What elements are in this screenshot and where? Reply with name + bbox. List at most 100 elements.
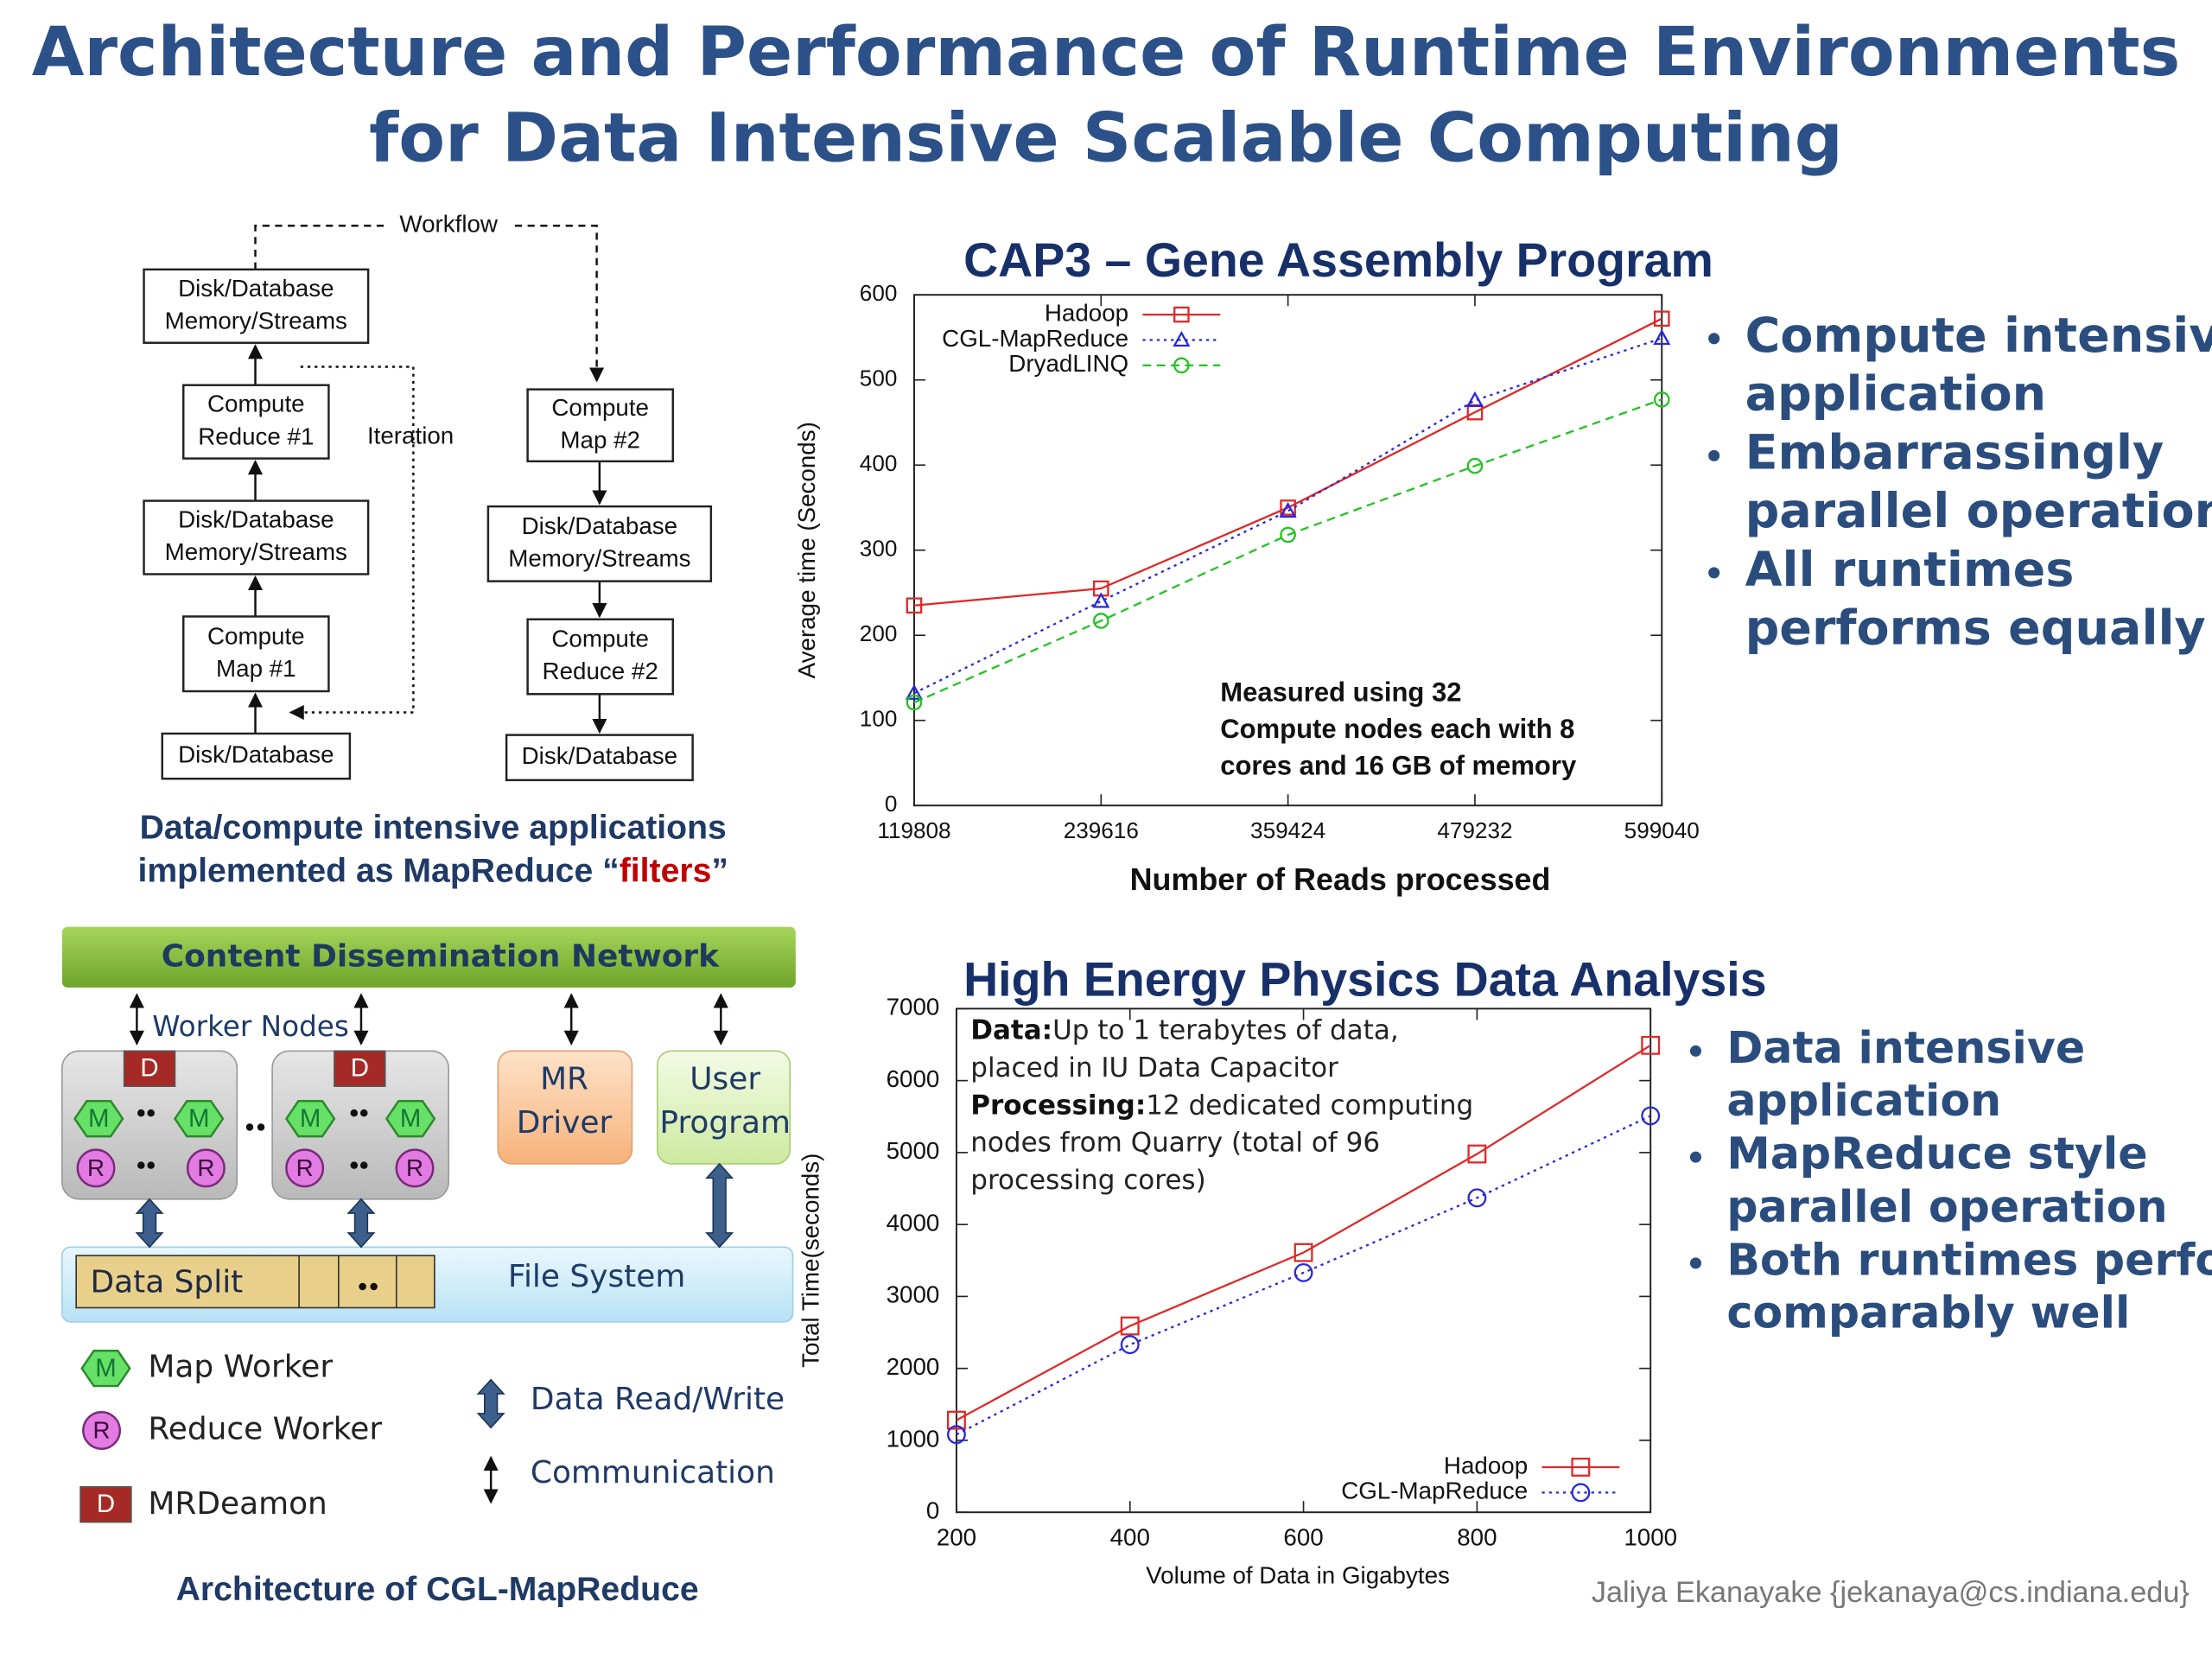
y-axis-label: Total Time(seconds) bbox=[798, 1154, 824, 1368]
annotation: Compute nodes each with 8 bbox=[1220, 714, 1574, 744]
y-tick-label: 5000 bbox=[887, 1137, 940, 1164]
map-worker-letter: M bbox=[400, 1104, 421, 1133]
series-line bbox=[913, 317, 1662, 607]
workflow-box-label: Memory/Streams bbox=[508, 544, 690, 571]
bullet-dot bbox=[1689, 1045, 1701, 1057]
y-tick-label: 600 bbox=[860, 280, 898, 306]
x-axis-label: Volume of Data in Gigabytes bbox=[1146, 1562, 1450, 1589]
reduce-worker-letter: R bbox=[87, 1154, 105, 1181]
dot bbox=[359, 1282, 366, 1291]
map-worker-letter: M bbox=[88, 1104, 109, 1133]
workflow-box-label: Map #1 bbox=[216, 655, 296, 682]
y-tick-label: 3000 bbox=[887, 1281, 940, 1308]
bullet-text: Embarrassingly bbox=[1745, 424, 2164, 480]
dot bbox=[359, 1161, 368, 1169]
annotation-text: processing cores) bbox=[970, 1165, 1205, 1196]
read-write-arrow bbox=[135, 1198, 164, 1249]
map-worker-icon bbox=[73, 1100, 124, 1138]
user-program-box bbox=[657, 1050, 791, 1165]
annotation-text: Up to 1 terabytes of data, bbox=[1052, 1014, 1399, 1046]
point bbox=[1465, 391, 1484, 408]
x-tick-label: 479232 bbox=[1437, 817, 1512, 843]
reduce-worker-icon bbox=[186, 1148, 226, 1188]
bullet-text: comparably well bbox=[1726, 1287, 2130, 1338]
y-tick-label: 0 bbox=[926, 1497, 939, 1524]
dot bbox=[245, 1123, 254, 1131]
series-line bbox=[956, 1044, 1651, 1421]
legend-label: Hadoop bbox=[1045, 299, 1128, 326]
bullet-dot bbox=[1689, 1257, 1701, 1269]
network-bar bbox=[61, 926, 796, 988]
point bbox=[1294, 1262, 1313, 1282]
y-tick-label: 100 bbox=[860, 706, 898, 732]
map-worker-icon bbox=[80, 1350, 131, 1388]
workflow-line bbox=[254, 225, 385, 270]
workflow-box-label: Memory/Streams bbox=[165, 538, 347, 565]
point bbox=[1653, 391, 1670, 408]
footer: Jaliya Ekanayake {jekanaya@cs.indiana.ed… bbox=[1592, 1576, 2190, 1609]
workflow-box bbox=[505, 734, 694, 782]
point bbox=[947, 1410, 966, 1430]
reduce-worker-icon bbox=[76, 1148, 116, 1188]
y-tick-label: 300 bbox=[860, 536, 898, 562]
workflow-line bbox=[514, 225, 605, 383]
bullet-dot bbox=[1689, 1151, 1701, 1163]
y-tick-label: 7000 bbox=[887, 994, 940, 1020]
data-split-box bbox=[75, 1255, 435, 1309]
y-tick-label: 2000 bbox=[887, 1353, 940, 1380]
point bbox=[1466, 457, 1484, 474]
workflow-connectors bbox=[247, 225, 607, 734]
annotation: Measured using 32 bbox=[1220, 677, 1461, 707]
map-worker-letter: M bbox=[300, 1104, 321, 1133]
workflow-box bbox=[182, 384, 330, 460]
workflow-box-label: Compute bbox=[207, 622, 305, 649]
point bbox=[1641, 1035, 1661, 1055]
x-tick-label: 800 bbox=[1457, 1524, 1497, 1551]
workflow-box-label: Compute bbox=[551, 394, 649, 421]
daemon-icon bbox=[79, 1486, 132, 1523]
x-tick-label: 359424 bbox=[1250, 817, 1325, 843]
daemon-icon bbox=[334, 1050, 386, 1087]
dot bbox=[359, 1109, 368, 1117]
annotation-label: Processing: bbox=[970, 1090, 1146, 1121]
legend-label: CGL-MapReduce bbox=[942, 325, 1128, 352]
annotation: nodes from Quarry (total of 96 bbox=[970, 1128, 1380, 1159]
title-line: for Data Intensive Scalable Computing bbox=[369, 99, 1843, 177]
workflow-box-label: Disk/Database bbox=[178, 506, 334, 533]
daemon-icon bbox=[123, 1050, 176, 1087]
dot bbox=[350, 1109, 359, 1117]
dot bbox=[370, 1282, 378, 1291]
bullet-text: Data intensive bbox=[1726, 1022, 2085, 1073]
daemon-letter: D bbox=[97, 1490, 115, 1518]
annotation: processing cores) bbox=[970, 1165, 1205, 1196]
dots bbox=[137, 1109, 378, 1291]
caption-part: implemented as MapReduce “ bbox=[137, 853, 619, 890]
architecture-caption: Architecture of CGL-MapReduce bbox=[176, 1571, 699, 1608]
read-write-arrow bbox=[476, 1378, 505, 1429]
series-line bbox=[913, 398, 1662, 704]
legend-label: MRDeamon bbox=[148, 1486, 327, 1522]
map-worker-icon bbox=[385, 1100, 436, 1138]
workflow-box bbox=[143, 268, 370, 344]
x-tick-label: 1000 bbox=[1624, 1524, 1677, 1551]
legend-marker bbox=[1173, 357, 1190, 374]
workflow-box bbox=[182, 615, 330, 693]
point bbox=[1092, 613, 1109, 629]
caption-part: ” bbox=[711, 853, 728, 890]
workflow-label: Workflow bbox=[399, 211, 499, 238]
worker-nodes-label: Worker Nodes bbox=[152, 1010, 349, 1043]
iteration-label: Iteration bbox=[367, 422, 454, 448]
annotation-label: Data: bbox=[970, 1014, 1052, 1046]
annotation: Data:Up to 1 terabytes of data, bbox=[970, 1014, 1398, 1046]
point bbox=[906, 597, 923, 614]
bullet-text: performs equally well bbox=[1745, 601, 2212, 657]
reduce-worker-letter: R bbox=[93, 1416, 111, 1443]
iteration-line bbox=[289, 365, 415, 721]
workflow-box-label: Disk/Database bbox=[522, 742, 677, 769]
reduce-worker-letter: R bbox=[406, 1154, 423, 1181]
point bbox=[1280, 526, 1296, 543]
dot bbox=[147, 1109, 155, 1117]
legend-marker bbox=[1173, 330, 1191, 347]
